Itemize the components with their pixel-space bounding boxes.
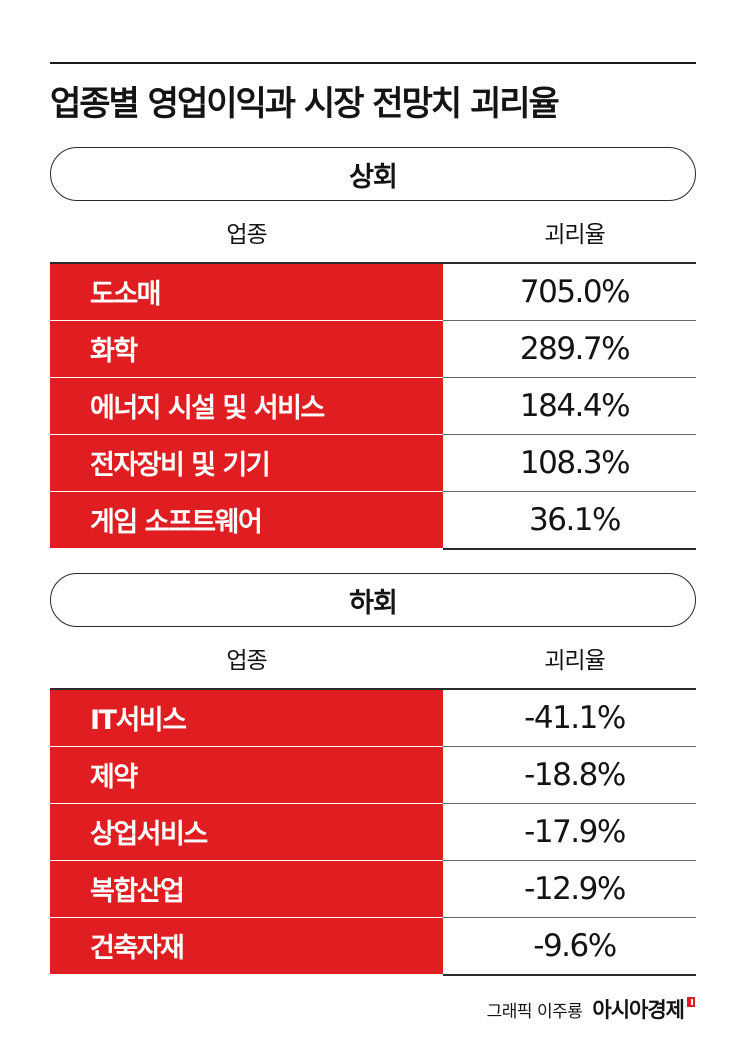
deviation-value: 184.4% <box>519 388 631 424</box>
column-header-deviation: 괴리율 <box>544 221 605 248</box>
deviation-value: -9.6% <box>533 928 617 964</box>
section-below: 하회 업종 괴리율 IT서비스 -41.1% 제약 -18.8% 상업서비스 -… <box>50 573 696 976</box>
top-rule <box>50 62 696 64</box>
industry-name: 화학 <box>50 321 443 379</box>
industry-name: 도소매 <box>50 264 443 322</box>
industry-name: 상업서비스 <box>50 804 443 862</box>
deviation-value: -17.9% <box>524 814 626 850</box>
column-header-category: 업종 <box>226 647 267 674</box>
table-row: 상업서비스 -17.9% <box>50 804 696 862</box>
table-body-below: IT서비스 -41.1% 제약 -18.8% 상업서비스 -17.9% 복합산업… <box>50 688 696 976</box>
industry-name: 에너지 시설 및 서비스 <box>50 378 443 436</box>
deviation-value: 289.7% <box>519 331 631 367</box>
section-label-below: 하회 <box>50 573 696 627</box>
industry-name: 제약 <box>50 747 443 805</box>
deviation-value: -18.8% <box>524 757 626 793</box>
industry-name: IT서비스 <box>50 690 443 748</box>
table-row: 건축자재 -9.6% <box>50 918 696 976</box>
deviation-value: 108.3% <box>519 445 631 481</box>
brand-mark-icon <box>687 997 695 1007</box>
column-header-row: 업종 괴리율 <box>50 201 696 262</box>
page-title: 업종별 영업이익과 시장 전망치 괴리율 <box>50 84 560 124</box>
table-row: 복합산업 -12.9% <box>50 861 696 919</box>
industry-name: 전자장비 및 기기 <box>50 435 443 493</box>
industry-name: 복합산업 <box>50 861 443 919</box>
deviation-value: 705.0% <box>519 274 631 310</box>
table-row: 전자장비 및 기기 108.3% <box>50 435 696 493</box>
industry-name: 게임 소프트웨어 <box>50 492 443 550</box>
deviation-value: 36.1% <box>529 502 621 538</box>
section-above: 상회 업종 괴리율 도소매 705.0% 화학 289.7% 에너지 시설 및 … <box>50 147 696 550</box>
brand-logo: 아시아경제 <box>592 998 685 1022</box>
section-label-above: 상회 <box>50 147 696 201</box>
column-header-row: 업종 괴리율 <box>50 627 696 688</box>
industry-name: 건축자재 <box>50 918 443 976</box>
table-row: 도소매 705.0% <box>50 264 696 322</box>
deviation-value: -12.9% <box>524 871 626 907</box>
column-header-category: 업종 <box>226 221 267 248</box>
table-row: 제약 -18.8% <box>50 747 696 805</box>
table-row: 화학 289.7% <box>50 321 696 379</box>
deviation-value: -41.1% <box>524 700 626 736</box>
table-row: 에너지 시설 및 서비스 184.4% <box>50 378 696 436</box>
table-row: 게임 소프트웨어 36.1% <box>50 492 696 550</box>
table-row: IT서비스 -41.1% <box>50 690 696 748</box>
table-body-above: 도소매 705.0% 화학 289.7% 에너지 시설 및 서비스 184.4%… <box>50 262 696 550</box>
footer: 그래픽 이주룡 아시아경제 <box>487 994 695 1024</box>
column-header-deviation: 괴리율 <box>544 647 605 674</box>
graphic-credit: 그래픽 이주룡 <box>486 1002 583 1022</box>
